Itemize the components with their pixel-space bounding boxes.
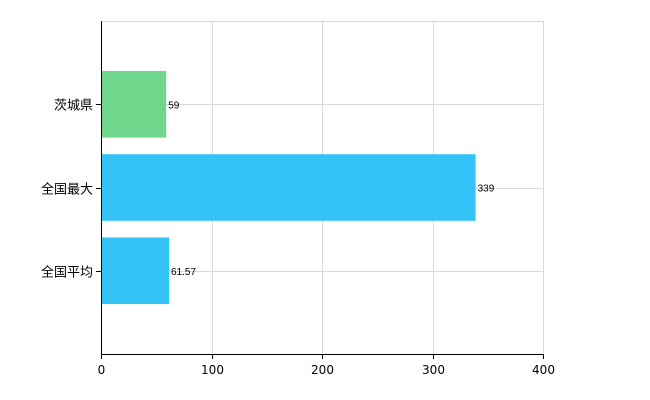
bar-value-label: 61.57 <box>171 267 196 278</box>
category-label: 全国平均 <box>41 265 93 281</box>
bar-value-label: 59 <box>168 100 180 111</box>
bars: 59 339 61.57 <box>101 70 495 305</box>
bar <box>101 154 476 221</box>
gridlines <box>101 21 544 354</box>
category-label: 茨城県 <box>54 99 93 114</box>
x-axis-ticks: 0 100 200 300 400 <box>98 354 555 377</box>
x-tick-label: 0 <box>98 363 106 377</box>
bar <box>101 70 167 138</box>
bar-value-label: 339 <box>478 184 495 195</box>
bar <box>101 237 170 305</box>
x-tick-label: 100 <box>201 363 224 377</box>
x-tick-label: 200 <box>311 363 334 377</box>
x-tick-label: 400 <box>532 363 555 377</box>
x-tick-label: 300 <box>422 363 445 377</box>
category-label: 全国最大 <box>41 182 93 198</box>
